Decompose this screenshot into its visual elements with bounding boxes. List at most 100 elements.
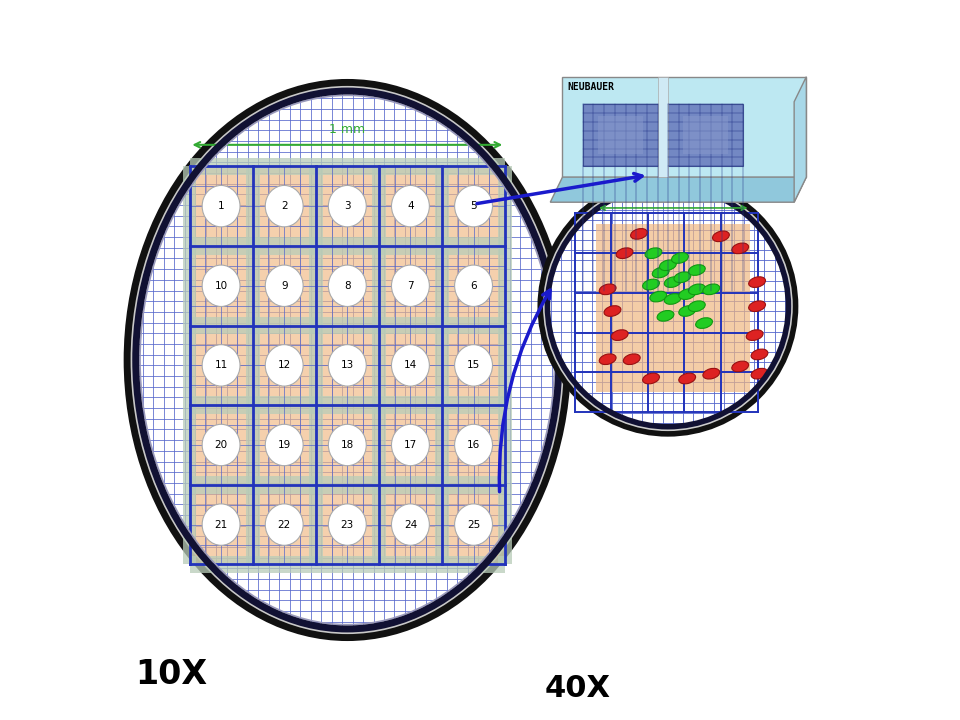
Ellipse shape	[751, 369, 768, 379]
FancyBboxPatch shape	[658, 77, 668, 177]
Text: 17: 17	[404, 440, 417, 450]
Ellipse shape	[749, 276, 765, 287]
Text: 2: 2	[281, 201, 287, 211]
Text: 0,2 mm: 0,2 mm	[652, 191, 695, 201]
Ellipse shape	[265, 504, 303, 545]
Ellipse shape	[703, 369, 720, 379]
Circle shape	[547, 186, 788, 427]
Text: 16: 16	[467, 440, 480, 450]
Text: 4: 4	[407, 201, 414, 211]
FancyBboxPatch shape	[189, 556, 505, 573]
Ellipse shape	[265, 265, 303, 307]
Ellipse shape	[265, 186, 303, 227]
Ellipse shape	[679, 289, 696, 300]
Text: 21: 21	[214, 520, 228, 530]
Ellipse shape	[328, 424, 367, 466]
Ellipse shape	[392, 504, 429, 545]
Text: 18: 18	[341, 440, 354, 450]
Ellipse shape	[674, 272, 691, 283]
Text: NEUBAUER: NEUBAUER	[567, 83, 614, 92]
FancyBboxPatch shape	[189, 397, 505, 414]
Ellipse shape	[679, 306, 696, 316]
FancyBboxPatch shape	[372, 166, 386, 564]
Text: 7: 7	[407, 281, 414, 291]
Ellipse shape	[732, 361, 749, 372]
Ellipse shape	[688, 265, 706, 275]
Ellipse shape	[392, 424, 429, 466]
Ellipse shape	[392, 265, 429, 307]
Ellipse shape	[732, 243, 749, 253]
FancyBboxPatch shape	[683, 117, 728, 154]
Text: 1: 1	[218, 201, 225, 211]
Ellipse shape	[265, 345, 303, 386]
Ellipse shape	[688, 301, 706, 312]
Text: 11: 11	[214, 361, 228, 370]
Text: 3: 3	[344, 201, 350, 211]
Polygon shape	[563, 77, 806, 177]
Polygon shape	[550, 177, 806, 202]
Ellipse shape	[623, 354, 640, 364]
Text: 23: 23	[341, 520, 354, 530]
Ellipse shape	[672, 253, 688, 264]
Text: 12: 12	[277, 361, 291, 370]
Ellipse shape	[642, 279, 660, 290]
Ellipse shape	[749, 301, 765, 312]
FancyBboxPatch shape	[583, 104, 658, 166]
FancyBboxPatch shape	[189, 317, 505, 334]
Ellipse shape	[328, 345, 367, 386]
Polygon shape	[794, 77, 806, 202]
Text: 20: 20	[214, 440, 228, 450]
FancyBboxPatch shape	[309, 166, 323, 564]
Ellipse shape	[599, 284, 616, 294]
Ellipse shape	[392, 345, 429, 386]
Text: 22: 22	[277, 520, 291, 530]
Ellipse shape	[455, 345, 492, 386]
Text: 25: 25	[467, 520, 480, 530]
Circle shape	[540, 179, 796, 434]
Text: 13: 13	[341, 361, 354, 370]
Text: 19: 19	[277, 440, 291, 450]
Ellipse shape	[688, 284, 706, 294]
Ellipse shape	[703, 284, 720, 294]
Ellipse shape	[203, 504, 240, 545]
Ellipse shape	[746, 330, 763, 341]
FancyBboxPatch shape	[189, 166, 505, 564]
Ellipse shape	[664, 276, 682, 287]
Ellipse shape	[712, 231, 730, 242]
Ellipse shape	[652, 267, 669, 278]
Text: 10X: 10X	[135, 657, 208, 690]
Ellipse shape	[645, 248, 661, 258]
FancyBboxPatch shape	[189, 158, 505, 175]
FancyBboxPatch shape	[498, 166, 512, 564]
Ellipse shape	[455, 424, 492, 466]
Ellipse shape	[328, 504, 367, 545]
FancyBboxPatch shape	[189, 237, 505, 255]
Ellipse shape	[392, 186, 429, 227]
Ellipse shape	[135, 91, 559, 629]
Ellipse shape	[203, 424, 240, 466]
Ellipse shape	[455, 265, 492, 307]
FancyBboxPatch shape	[598, 117, 643, 154]
Ellipse shape	[328, 265, 367, 307]
Ellipse shape	[696, 318, 712, 328]
Ellipse shape	[650, 291, 666, 302]
Ellipse shape	[455, 504, 492, 545]
Ellipse shape	[127, 82, 567, 638]
Ellipse shape	[203, 265, 240, 307]
Ellipse shape	[679, 373, 696, 384]
Text: 1 mm: 1 mm	[329, 123, 366, 136]
Text: 6: 6	[470, 281, 477, 291]
Ellipse shape	[631, 228, 647, 239]
Ellipse shape	[664, 294, 682, 305]
Text: 15: 15	[467, 361, 480, 370]
Ellipse shape	[265, 424, 303, 466]
Text: 24: 24	[404, 520, 417, 530]
Ellipse shape	[203, 345, 240, 386]
Text: 8: 8	[344, 281, 350, 291]
FancyBboxPatch shape	[189, 476, 505, 493]
Text: 9: 9	[281, 281, 287, 291]
Ellipse shape	[616, 248, 633, 258]
Ellipse shape	[751, 349, 768, 360]
Ellipse shape	[657, 310, 674, 321]
Text: 14: 14	[404, 361, 417, 370]
